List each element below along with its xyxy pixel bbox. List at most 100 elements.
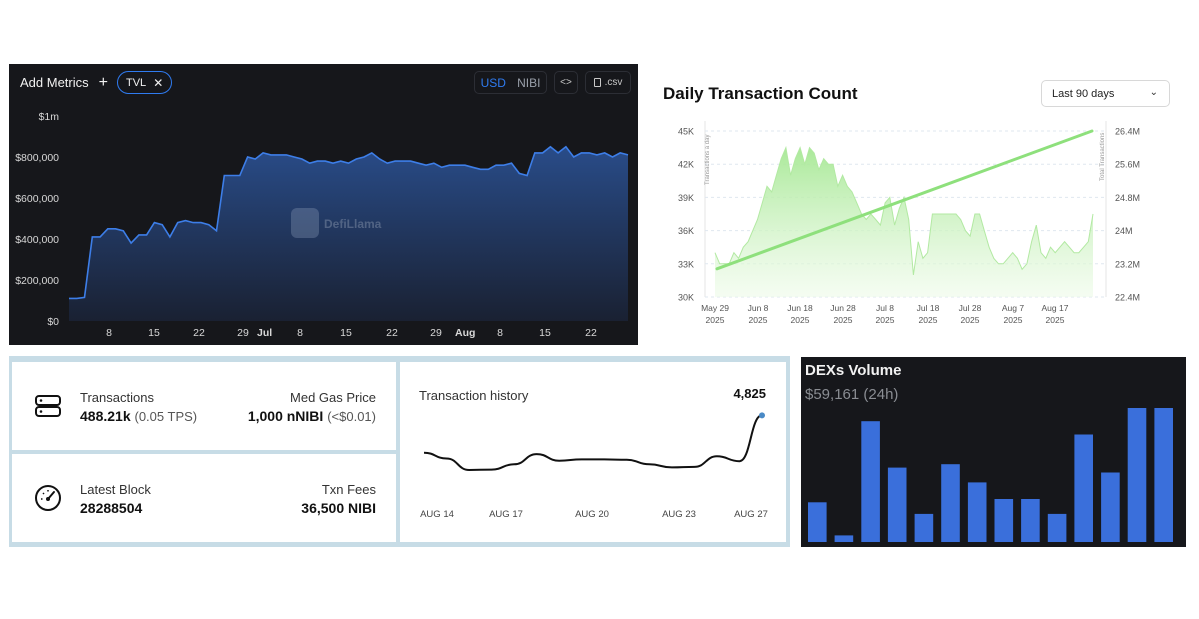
history-x-tick: AUG 27 [734,509,768,520]
dex-volume-bar[interactable] [861,421,880,542]
dtc-y2-tick: 22.4M [1115,293,1140,303]
page-title: Daily Transaction Count [663,84,858,103]
dtc-x-year: 2025 [961,315,980,325]
transactions-card: Transactions 488.21k (0.05 TPS) Med Gas … [12,362,396,450]
dtc-y2-tick: 25.6M [1115,160,1140,170]
dtc-y2-tick: 24.8M [1115,193,1140,203]
tvl-x-tick: 22 [386,327,398,339]
dtc-y-tick: 33K [678,259,694,269]
transactions-label: Transactions [80,390,154,405]
dex-volume-bar[interactable] [834,535,854,542]
dex-volume-bar[interactable] [994,499,1014,542]
gas-price-label: Med Gas Price [290,390,376,405]
dex-volume-bar[interactable] [967,482,987,542]
dtc-y2-tick: 24M [1115,226,1133,236]
history-x-tick: AUG 23 [662,509,696,520]
dex-volume-title: DEXs Volume [805,362,902,379]
gas-price-value: 1,000 nNIBI (<$0.01) [248,408,376,424]
transaction-history-chart: AUG 14 AUG 17 AUG 20 AUG 23 AUG 27 [420,412,768,520]
latest-block-card: Latest Block 28288504 Txn Fees 36,500 NI… [12,454,396,542]
dtc-x-year: 2025 [919,315,938,325]
tvl-x-tick: 22 [585,327,597,339]
transactions-tps: (0.05 TPS) [134,409,198,424]
dex-volume-bar[interactable] [887,467,907,542]
dtc-x-tick: May 29 [701,303,729,313]
tvl-y-tick: $200,000 [15,275,59,287]
dex-volume-bar[interactable] [941,464,960,542]
dtc-y2-tick: 23.2M [1115,259,1140,269]
close-icon[interactable]: ✕ [153,75,164,90]
dtc-x-year: 2025 [1004,315,1023,325]
dtc-y-tick: 30K [678,293,694,303]
dtc-x-tick: Jul 28 [959,303,982,313]
dtc-x-tick: Jul 18 [917,303,940,313]
dtc-y2-tick: 26.4M [1115,127,1140,137]
history-x-tick: AUG 14 [420,509,454,520]
file-icon [593,78,601,87]
dex-volume-bar[interactable] [914,513,934,542]
range-select[interactable]: Last 90 days ⌄ [1041,80,1170,107]
dtc-x-tick: Aug 7 [1002,303,1024,313]
dtc-x-tick: Jun 8 [748,303,769,313]
dtc-x-year: 2025 [834,315,853,325]
dtc-y-tick: 36K [678,226,694,236]
embed-code-button[interactable]: <> [554,71,578,94]
tvl-metric-chip[interactable]: TVL ✕ [117,71,173,94]
dex-volume-chart [808,408,1173,543]
tvl-x-tick: Aug [455,327,475,339]
dex-volume-bar[interactable] [1154,408,1173,542]
latest-block-value[interactable]: 28288504 [80,500,143,516]
dex-volume-bar[interactable] [1101,472,1120,543]
tvl-y-tick: $400,000 [15,234,59,246]
tvl-x-tick: 15 [340,327,352,339]
tvl-x-tick: 8 [106,327,112,339]
tvl-x-tick: 29 [237,327,249,339]
history-value: 4,825 [733,386,766,401]
tvl-y-tick: $600,000 [15,193,59,205]
range-select-label: Last 90 days [1052,87,1115,100]
y-axis-label: Transactions a day [705,135,711,185]
tvl-x-tick: 29 [430,327,442,339]
tvl-x-tick: 22 [193,327,205,339]
tvl-y-tick: $0 [47,316,59,328]
watermark-text: DefiLlama [324,217,382,231]
network-stats-panel: Transactions 488.21k (0.05 TPS) Med Gas … [9,356,790,547]
tvl-line [69,145,629,300]
tvl-x-tick: Jul [257,327,272,339]
history-x-tick: AUG 17 [489,509,523,520]
dtc-x-year: 2025 [749,315,768,325]
dtc-x-year: 2025 [706,315,725,325]
history-x-tick: AUG 20 [575,509,609,520]
dex-volume-bar[interactable] [808,502,827,542]
transactions-count: 488.21k [80,408,131,424]
dtc-x-tick: Jun 28 [830,303,856,313]
history-end-point [759,412,765,419]
dex-volume-bar[interactable] [1074,434,1093,543]
csv-label: .csv [604,77,623,88]
currency-nibi-option[interactable]: NIBI [517,75,541,90]
dtc-x-tick: Jun 18 [787,303,813,313]
add-metrics-button[interactable]: Add Metrics + [20,75,108,91]
dtc-y-tick: 39K [678,193,694,203]
add-metrics-label: Add Metrics [20,75,89,90]
daily-transaction-panel: 30K 33K 36K 39K 42K 45K 22.4M 23.2M 24M 24.8M 25.… [650,69,1187,345]
tvl-chart-panel: $0 $200,000 $400,000 $600,000 $800,000 $1m 8 1… [9,64,638,345]
dex-volume-bar[interactable] [1021,499,1040,542]
gauge-icon [35,485,61,511]
dtc-y-tick: 45K [678,127,694,137]
dex-volume-24h: $59,161 (24h) [805,386,899,403]
daily-tx-line [714,145,1094,275]
dtc-x-tick: Jul 8 [876,303,894,313]
dtc-x-tick: Aug 17 [1042,303,1069,313]
tvl-chart: $0 $200,000 $400,000 $600,000 $800,000 $1m 8 1… [15,111,629,339]
currency-usd-option[interactable]: USD [480,75,506,90]
csv-download-button[interactable]: .csv [585,71,631,94]
gas-price-usd: (<$0.01) [327,409,376,424]
dtc-x-year: 2025 [1046,315,1065,325]
dtc-x-year: 2025 [876,315,895,325]
gas-price-amount: 1,000 nNIBI [247,408,324,424]
currency-toggle: USD NIBI [474,71,547,94]
total-tx-line [715,129,1094,271]
dex-volume-bar[interactable] [1127,408,1147,542]
dex-volume-bar[interactable] [1047,513,1067,542]
